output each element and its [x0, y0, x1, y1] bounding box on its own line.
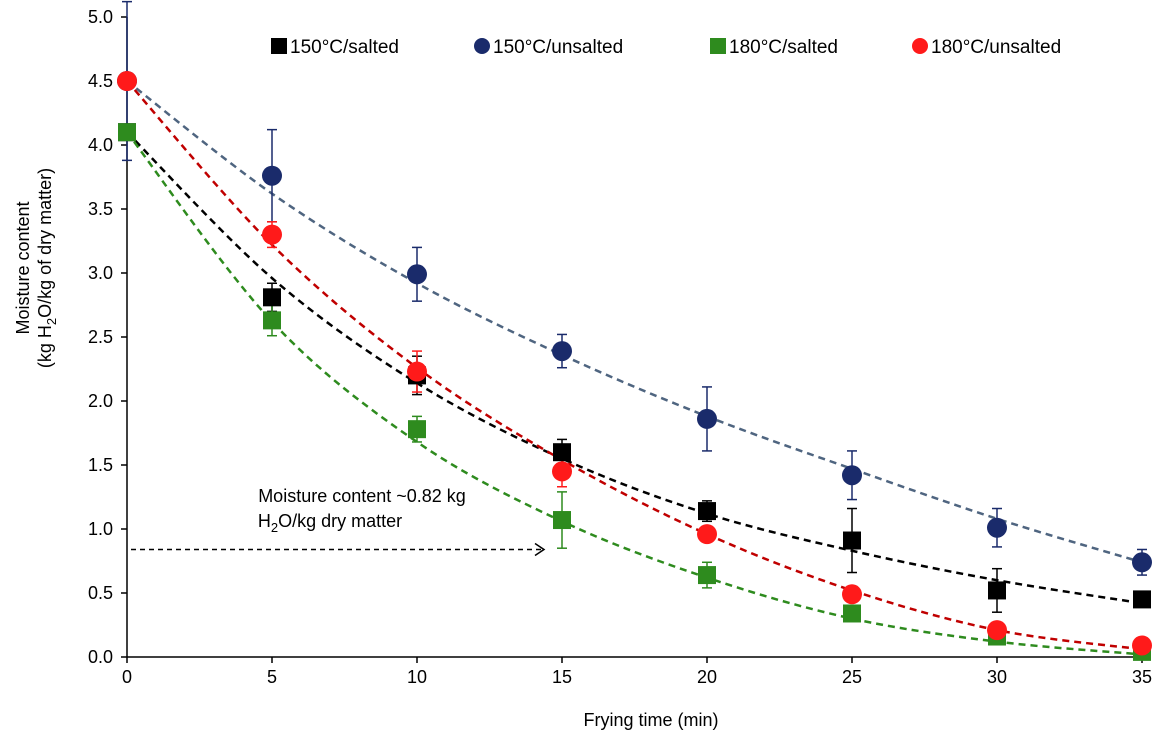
data-point-series-3 [697, 524, 717, 545]
legend-label-series-2: 180°C/salted [729, 37, 838, 58]
data-point-series-0 [698, 502, 716, 521]
x-tick-label: 30 [987, 667, 1007, 687]
y-title-subscript: 2 [44, 318, 59, 325]
data-point-series-1 [697, 408, 717, 429]
annotation-h: H [258, 511, 271, 531]
data-point-series-3 [987, 620, 1007, 641]
data-point-series-2 [553, 511, 571, 530]
y-tick-label: 0.5 [88, 583, 113, 603]
data-point-series-0 [263, 288, 281, 307]
x-tick-label: 5 [267, 667, 277, 687]
axes [126, 17, 1142, 658]
y-tick-label: 3.0 [88, 263, 113, 283]
legend-label-series-0: 150°C/salted [290, 37, 399, 58]
legend-label-series-3: 180°C/unsalted [931, 37, 1061, 58]
data-point-series-0 [1133, 590, 1151, 609]
x-axis-title: Frying time (min) [583, 710, 718, 730]
data-points [117, 71, 1152, 661]
data-point-series-3 [552, 461, 572, 482]
x-tick-label: 15 [552, 667, 572, 687]
annotation-arrowhead [534, 542, 546, 557]
y-tick-label: 0.0 [88, 647, 113, 667]
fit-curves [126, 80, 1143, 656]
y-axis-title: Moisture content (kg H2O/kg of dry matte… [13, 168, 59, 368]
legend-marker-series-0 [271, 38, 287, 54]
data-point-series-3 [407, 361, 427, 382]
data-point-series-1 [987, 517, 1007, 538]
data-point-series-0 [843, 531, 861, 550]
fit-curve-series-1 [126, 80, 1143, 564]
x-tick-label: 35 [1132, 667, 1152, 687]
fit-curve-series-0 [126, 131, 1143, 605]
x-tick-label: 20 [697, 667, 717, 687]
data-point-series-3 [842, 584, 862, 605]
data-point-series-1 [1132, 552, 1152, 573]
annotation-line-2: H2O/kg dry matter [258, 511, 402, 535]
y-axis-title-line-2: (kg H2O/kg of dry matter) [35, 168, 59, 368]
y-title-suffix: O/kg of dry matter) [35, 168, 55, 318]
data-point-series-1 [407, 264, 427, 285]
x-tick-label: 25 [842, 667, 862, 687]
data-point-series-3 [262, 224, 282, 245]
legend-label-series-1: 150°C/unsalted [493, 37, 623, 58]
y-tick-label: 5.0 [88, 7, 113, 27]
fit-curve-series-3 [126, 80, 1143, 651]
data-point-series-2 [263, 311, 281, 330]
legend: 150°C/salted 150°C/unsalted 180°C/salted 18… [271, 37, 1061, 58]
y-tick-label: 3.5 [88, 199, 113, 219]
annotation: Moisture content ~0.82 kg H2O/kg dry mat… [131, 486, 546, 557]
legend-marker-series-1 [474, 38, 490, 54]
x-tick-label: 10 [407, 667, 427, 687]
data-point-series-1 [552, 341, 572, 362]
y-tick-label: 1.5 [88, 455, 113, 475]
data-point-series-2 [698, 566, 716, 585]
annotation-line-1: Moisture content ~0.82 kg [258, 486, 466, 506]
data-point-series-3 [117, 71, 137, 91]
annotation-subscript: 2 [271, 520, 278, 535]
y-tick-label: 2.0 [88, 391, 113, 411]
legend-marker-series-2 [710, 38, 726, 54]
data-point-series-0 [988, 581, 1006, 600]
data-point-series-0 [553, 443, 571, 462]
y-tick-label: 2.5 [88, 327, 113, 347]
legend-marker-series-3 [912, 38, 928, 54]
y-tick-label: 1.0 [88, 519, 113, 539]
y-title-prefix: (kg H [35, 325, 55, 368]
data-point-series-1 [842, 465, 862, 486]
ticks: 0 5 10 15 20 25 30 35 0.0 0.5 1.0 1.5 2.0 2.5 3.0 3.5 4.… [88, 7, 1152, 687]
data-point-series-2 [408, 420, 426, 439]
y-tick-label: 4.5 [88, 71, 113, 91]
fit-curve-series-2 [126, 131, 1143, 656]
x-tick-label: 0 [122, 667, 132, 687]
data-point-series-3 [1132, 635, 1152, 656]
y-axis-title-line-1: Moisture content [13, 201, 33, 334]
data-point-series-1 [262, 165, 282, 186]
data-point-series-2 [843, 604, 861, 623]
data-point-series-2 [118, 123, 136, 142]
y-tick-label: 4.0 [88, 135, 113, 155]
annotation-rest: O/kg dry matter [278, 511, 402, 531]
